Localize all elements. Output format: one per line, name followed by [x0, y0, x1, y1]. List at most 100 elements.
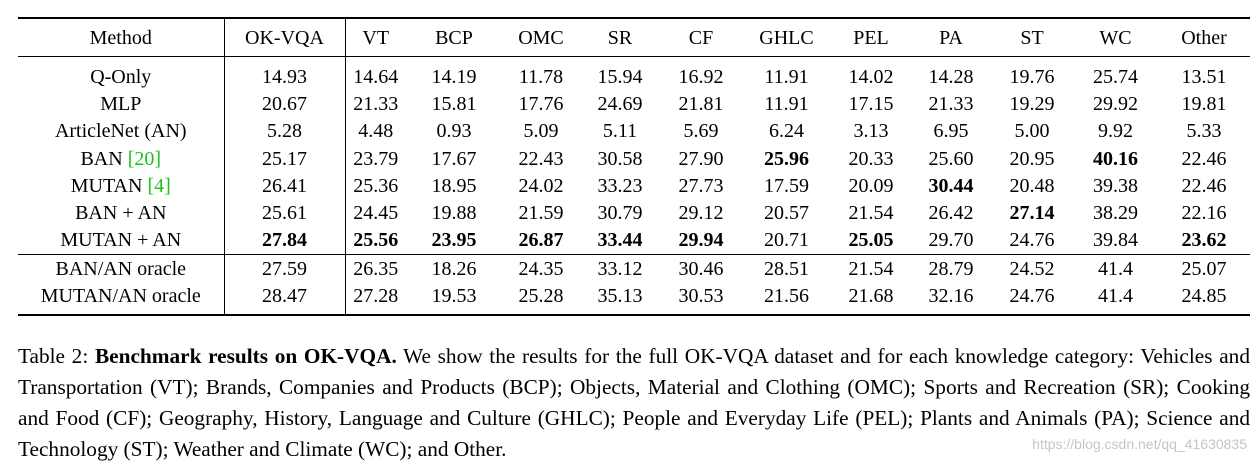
- column-header-pa: PA: [911, 18, 991, 57]
- value-cell: 5.00: [1014, 120, 1050, 143]
- value-cell: 30.53: [660, 282, 742, 316]
- value-cell: 25.74: [1093, 65, 1138, 88]
- value-cell: 29.12: [678, 202, 724, 225]
- value-cell: 5.28: [224, 117, 346, 145]
- value-cell: 17.67: [431, 147, 477, 170]
- column-header-cf: CF: [660, 18, 742, 57]
- value-cell: 27.73: [678, 174, 724, 197]
- value-cell: 30.44: [928, 174, 974, 197]
- value-cell: 21.68: [831, 282, 911, 316]
- value-cell: 15.81: [431, 92, 477, 115]
- value-cell: 28.79: [911, 254, 991, 283]
- column-header-omc: OMC: [502, 18, 580, 57]
- citation-link[interactable]: [4]: [147, 174, 171, 197]
- value-cell: 26.35: [345, 254, 406, 283]
- value-cell: 5.33: [1186, 120, 1222, 143]
- value-cell: 20.33: [848, 147, 894, 170]
- column-header-other: Other: [1158, 18, 1250, 57]
- value-cell: 22.46: [1181, 174, 1227, 197]
- value-cell: 20.57: [764, 202, 809, 225]
- method-cell: BAN + AN: [18, 199, 225, 227]
- table-row: MUTAN/AN oracle 28.47 27.28 19.53 25.28 35.13…: [18, 282, 1250, 316]
- method-cell: MLP: [18, 90, 225, 118]
- value-cell: 26.87: [518, 229, 564, 252]
- value-cell: 27.90: [678, 147, 724, 170]
- value-cell: 21.59: [518, 202, 564, 225]
- method-name: BAN: [80, 147, 128, 170]
- value-cell: 29.92: [1093, 92, 1138, 115]
- value-cell: 11.91: [764, 65, 809, 88]
- method-cell: MUTAN [4]: [18, 172, 225, 200]
- value-cell: 14.93: [224, 56, 346, 91]
- value-cell: 25.07: [1158, 254, 1250, 283]
- value-cell: 24.52: [991, 254, 1073, 283]
- value-cell: 19.29: [1009, 92, 1055, 115]
- value-cell: 25.17: [224, 144, 346, 173]
- value-cell: 18.95: [431, 174, 477, 197]
- column-header-ok-vqa: OK-VQA: [224, 18, 346, 57]
- value-cell: 19.88: [431, 202, 477, 225]
- value-cell: 4.48: [358, 120, 394, 143]
- value-cell: 35.13: [580, 282, 660, 316]
- value-cell: 25.56: [353, 229, 399, 252]
- value-cell: 25.60: [928, 147, 974, 170]
- value-cell: 27.84: [224, 226, 346, 255]
- value-cell: 6.24: [769, 120, 804, 143]
- value-cell: 0.93: [436, 120, 472, 143]
- value-cell: 21.54: [831, 254, 911, 283]
- value-cell: 20.95: [1009, 147, 1055, 170]
- method-name: Q-Only: [90, 65, 152, 88]
- table-body: Q-Only 14.93 14.64 14.19 11.78 15.94 16.92 11.9…: [18, 56, 1250, 316]
- header-row: Method OK-VQA VT BCP OMC SR CF GHLC PEL PA ST WC Oth…: [18, 18, 1250, 57]
- value-cell: 28.47: [224, 282, 346, 316]
- value-cell: 29.70: [928, 229, 974, 252]
- value-cell: 28.51: [742, 254, 831, 283]
- value-cell: 40.16: [1093, 147, 1138, 170]
- value-cell: 24.69: [597, 92, 643, 115]
- value-cell: 16.92: [678, 65, 724, 88]
- method-name: MUTAN + AN: [60, 229, 182, 252]
- method-name: MUTAN/AN oracle: [40, 285, 201, 308]
- value-cell: 20.48: [1009, 174, 1055, 197]
- value-cell: 24.76: [991, 282, 1073, 316]
- value-cell: 32.16: [911, 282, 991, 316]
- method-name: BAN + AN: [75, 202, 167, 225]
- value-cell: 22.16: [1181, 202, 1227, 225]
- value-cell: 24.45: [353, 202, 399, 225]
- value-cell: 25.96: [764, 147, 809, 170]
- value-cell: 22.43: [518, 147, 564, 170]
- table-row: BAN + AN 25.61 24.45 19.88 21.59 30.79 29.12 20…: [18, 199, 1250, 227]
- value-cell: 14.02: [848, 65, 894, 88]
- value-cell: 13.51: [1181, 65, 1227, 88]
- value-cell: 23.62: [1181, 229, 1227, 252]
- column-header-st: ST: [991, 18, 1073, 57]
- method-cell: ArticleNet (AN): [18, 117, 225, 145]
- column-header-pel: PEL: [831, 18, 911, 57]
- value-cell: 14.28: [928, 65, 974, 88]
- table-row: BAN/AN oracle 27.59 26.35 18.26 24.35 33.12 30…: [18, 254, 1250, 283]
- value-cell: 24.85: [1158, 282, 1250, 316]
- value-cell: 17.15: [848, 92, 894, 115]
- value-cell: 22.46: [1181, 147, 1227, 170]
- value-cell: 23.95: [431, 229, 477, 252]
- table-row: MUTAN [4] 26.41 25.36 18.95 24.02 33.23 27.73 1…: [18, 172, 1250, 200]
- citation-link[interactable]: [20]: [127, 147, 162, 170]
- column-header-wc: WC: [1073, 18, 1158, 57]
- value-cell: 17.59: [764, 174, 809, 197]
- method-cell: Q-Only: [18, 56, 225, 91]
- value-cell: 20.71: [764, 229, 809, 252]
- results-table: Method OK-VQA VT BCP OMC SR CF GHLC PEL PA ST WC Oth…: [18, 17, 1250, 316]
- caption-body: We show the results for the full OK-VQA …: [18, 344, 1250, 461]
- value-cell: 20.09: [848, 174, 894, 197]
- value-cell: 18.26: [406, 254, 502, 283]
- caption-label: Table 2:: [18, 344, 95, 368]
- value-cell: 30.46: [660, 254, 742, 283]
- value-cell: 21.56: [742, 282, 831, 316]
- value-cell: 38.29: [1093, 202, 1138, 225]
- value-cell: 14.64: [353, 65, 399, 88]
- value-cell: 27.28: [345, 282, 406, 316]
- value-cell: 5.09: [523, 120, 559, 143]
- table-caption: Table 2: Benchmark results on OK-VQA. We…: [18, 341, 1250, 465]
- value-cell: 3.13: [853, 120, 889, 143]
- value-cell: 29.94: [678, 229, 724, 252]
